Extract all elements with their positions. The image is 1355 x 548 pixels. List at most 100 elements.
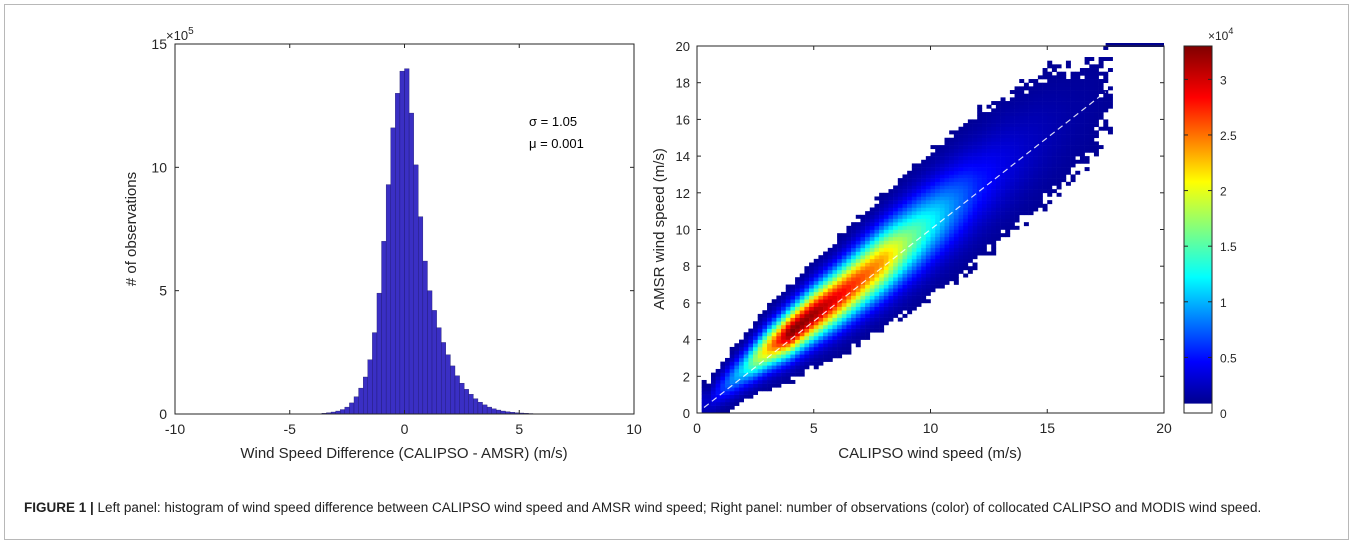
heatmap-cell — [925, 218, 931, 223]
heatmap-cell — [795, 365, 801, 370]
heatmap-cell — [790, 306, 796, 311]
histogram-x-tick-label: 0 — [401, 421, 409, 437]
heatmap-cell — [1093, 97, 1099, 102]
heatmap-cell — [991, 141, 997, 146]
heatmap-cell — [804, 273, 810, 278]
heatmap-cell — [1009, 200, 1015, 205]
heatmap-cell — [846, 343, 852, 348]
heatmap-cell — [1005, 225, 1011, 230]
heatmap-cell — [963, 189, 969, 194]
heatmap-cell — [1089, 93, 1095, 98]
heatmap-cell — [902, 244, 908, 249]
heatmap-cell — [963, 255, 969, 260]
heatmap-cell — [939, 247, 945, 252]
heatmap-cell — [837, 240, 843, 245]
heatmap-cell — [1056, 159, 1062, 164]
heatmap-cell — [944, 159, 950, 164]
heatmap-cell — [986, 141, 992, 146]
heatmap-cell — [748, 365, 754, 370]
heatmap-cell — [930, 163, 936, 168]
heatmap-cell — [991, 108, 997, 113]
heatmap-cell — [1042, 90, 1048, 95]
heatmap-cell — [972, 167, 978, 172]
heatmap-cell — [809, 288, 815, 293]
heatmap-cell — [958, 170, 964, 175]
heatmap-cell — [1075, 108, 1081, 113]
heatmap-cell — [972, 222, 978, 227]
heatmap-cell — [907, 280, 913, 285]
heatmap-cell — [1051, 112, 1057, 117]
heatmap-cell — [907, 288, 913, 293]
heatmap-cell — [972, 236, 978, 241]
heatmap-cell — [944, 174, 950, 179]
heatmap-cell — [757, 346, 763, 351]
heatmap-cell — [799, 295, 805, 300]
heatmap-cell — [963, 229, 969, 234]
heatmap-cell — [1042, 123, 1048, 128]
heatmap-cell — [1070, 101, 1076, 106]
heatmap-y-tick-label: 18 — [676, 76, 690, 91]
heatmap-cell — [837, 280, 843, 285]
heatmap-cell — [883, 203, 889, 208]
heatmap-cell — [739, 379, 744, 384]
heatmap-cell — [967, 185, 973, 190]
histogram-bar — [395, 93, 401, 415]
heatmap-cell — [837, 236, 843, 241]
heatmap-cell — [851, 269, 857, 274]
heatmap-cell — [935, 284, 941, 289]
heatmap-cell — [1047, 97, 1053, 102]
heatmap-cell — [1051, 134, 1057, 139]
heatmap-cell — [916, 178, 922, 183]
heatmap-cell — [967, 148, 973, 153]
heatmap-cell — [1093, 79, 1099, 83]
heatmap-cell — [1056, 97, 1062, 102]
heatmap-cell — [972, 126, 978, 131]
heatmap-cell — [790, 365, 796, 370]
heatmap-cell — [729, 357, 735, 362]
heatmap-cell — [1061, 126, 1067, 131]
heatmap-cell — [977, 174, 983, 179]
heatmap-cell — [1014, 141, 1020, 146]
heatmap-cell — [1079, 152, 1085, 157]
heatmap-cell — [846, 266, 852, 271]
heatmap-cell — [1079, 159, 1085, 164]
heatmap-cell — [1089, 79, 1095, 83]
heatmap-cell — [846, 339, 852, 344]
heatmap-cell — [1005, 159, 1011, 164]
heatmap-cell — [1061, 101, 1067, 106]
heatmap-cell — [986, 115, 992, 120]
heatmap-cell — [1056, 152, 1062, 157]
heatmap-cell — [925, 291, 931, 296]
heatmap-cell — [1065, 60, 1071, 65]
heatmap-cell — [841, 262, 847, 267]
heatmap-cell — [855, 288, 861, 293]
heatmap-cell — [930, 145, 936, 150]
heatmap-cell — [837, 255, 843, 260]
heatmap-cell — [888, 277, 894, 282]
heatmap-cell — [855, 310, 861, 315]
heatmap-cell — [734, 354, 740, 359]
heatmap-cell — [1014, 152, 1020, 157]
heatmap-cell — [813, 299, 819, 304]
heatmap-cell — [851, 291, 857, 296]
heatmap-cell — [897, 288, 903, 293]
heatmap-cell — [995, 192, 1001, 197]
heatmap-cell — [1042, 178, 1048, 183]
heatmap-cell — [790, 350, 796, 355]
heatmap-cell — [781, 324, 787, 329]
heatmap-cell — [1075, 101, 1081, 106]
heatmap-cell — [748, 361, 754, 366]
heatmap-cell — [771, 324, 777, 329]
heatmap-cell — [981, 251, 987, 256]
heatmap-cell — [762, 379, 768, 384]
heatmap-cell — [715, 405, 721, 410]
heatmap-cell — [935, 233, 941, 238]
heatmap-cell — [1037, 115, 1043, 120]
heatmap-cell — [757, 376, 763, 381]
saturated-band — [1105, 43, 1164, 47]
heatmap-cell — [729, 390, 735, 395]
heatmap-cell — [1084, 97, 1090, 102]
heatmap-cell — [953, 196, 959, 201]
heatmap-cell — [939, 167, 945, 172]
heatmap-cell — [879, 310, 885, 315]
